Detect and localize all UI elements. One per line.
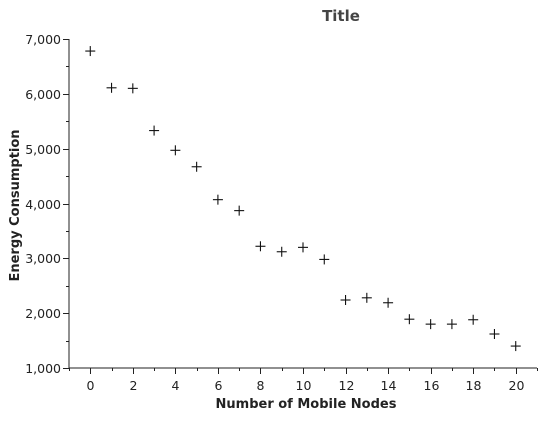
data-point (191, 161, 202, 172)
data-point (85, 46, 96, 57)
data-point (425, 319, 436, 330)
x-tick-label: 12 (339, 378, 355, 393)
data-point (170, 145, 181, 156)
y-tick-label: 6,000 (25, 87, 61, 102)
chart-title: Title (322, 7, 360, 25)
x-tick-label: 2 (130, 378, 138, 393)
x-tick-label: 18 (466, 378, 482, 393)
data-point (340, 295, 351, 306)
y-tick-label: 7,000 (25, 32, 61, 47)
data-point (510, 341, 521, 352)
x-axis-ticks: 0 2 4 6 8 10 12 14 16 18 20 (69, 368, 538, 393)
data-point (149, 125, 160, 136)
axes (68, 39, 537, 369)
x-axis-title: Number of Mobile Nodes (216, 397, 397, 412)
data-point (446, 319, 457, 330)
data-point (468, 314, 479, 325)
y-tick-label: 3,000 (25, 251, 61, 266)
data-point (383, 297, 394, 308)
x-tick-label: 8 (257, 378, 265, 393)
x-tick-label: 10 (296, 378, 312, 393)
x-tick-label: 6 (215, 378, 223, 393)
data-point (127, 83, 138, 94)
x-tick-label: 20 (509, 378, 525, 393)
data-point (489, 329, 500, 340)
x-tick-label: 4 (172, 378, 180, 393)
data-point (319, 254, 330, 265)
x-tick-label: 14 (381, 378, 397, 393)
data-point (106, 82, 117, 93)
data-point (361, 292, 372, 303)
data-point (298, 242, 308, 253)
data-point (404, 314, 415, 325)
x-tick-label: 16 (424, 378, 440, 393)
data-point (212, 194, 223, 205)
data-point (234, 205, 245, 216)
y-tick-label: 4,000 (25, 197, 61, 212)
data-point (276, 246, 287, 257)
data-point (255, 241, 266, 252)
y-axis-title: Energy Consumption (8, 129, 23, 281)
data-points (85, 46, 521, 352)
y-tick-label: 5,000 (25, 142, 61, 157)
y-tick-label: 1,000 (25, 361, 61, 376)
y-axis-ticks: 1,000 2,000 3,000 4,000 5,000 6,000 7,000 (25, 32, 69, 376)
y-tick-label: 2,000 (25, 306, 61, 321)
x-tick-label: 0 (87, 378, 95, 393)
